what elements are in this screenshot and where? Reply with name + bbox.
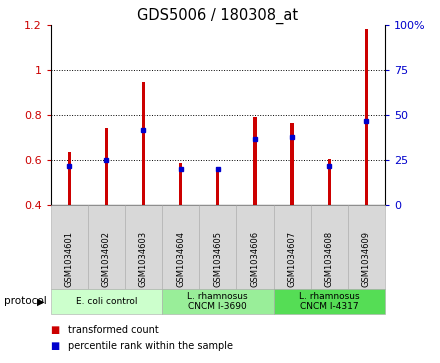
- Bar: [290, 123, 294, 205]
- Text: GSM1034605: GSM1034605: [213, 231, 222, 287]
- Text: GSM1034604: GSM1034604: [176, 231, 185, 287]
- Text: GSM1034608: GSM1034608: [325, 231, 334, 287]
- Text: protocol: protocol: [4, 296, 47, 306]
- Bar: [142, 82, 145, 205]
- Text: L. rhamnosus
CNCM I-4317: L. rhamnosus CNCM I-4317: [299, 291, 359, 311]
- Bar: [253, 117, 257, 205]
- Text: percentile rank within the sample: percentile rank within the sample: [68, 340, 233, 351]
- Text: GSM1034609: GSM1034609: [362, 231, 371, 287]
- Bar: [216, 167, 220, 205]
- Bar: [328, 159, 331, 205]
- Bar: [67, 152, 71, 205]
- Text: E. coli control: E. coli control: [76, 297, 137, 306]
- Text: L. rhamnosus
CNCM I-3690: L. rhamnosus CNCM I-3690: [187, 291, 248, 311]
- Text: ■: ■: [51, 325, 60, 335]
- Text: ■: ■: [51, 340, 60, 351]
- Text: GSM1034603: GSM1034603: [139, 231, 148, 287]
- Bar: [365, 29, 368, 205]
- Text: GSM1034606: GSM1034606: [250, 231, 260, 287]
- Text: transformed count: transformed count: [68, 325, 159, 335]
- Text: GSM1034601: GSM1034601: [65, 231, 73, 287]
- Bar: [179, 163, 182, 205]
- Text: GSM1034607: GSM1034607: [288, 231, 297, 287]
- Bar: [105, 128, 108, 205]
- Title: GDS5006 / 180308_at: GDS5006 / 180308_at: [137, 8, 298, 24]
- Text: ▶: ▶: [37, 296, 44, 306]
- Text: GSM1034602: GSM1034602: [102, 231, 111, 287]
